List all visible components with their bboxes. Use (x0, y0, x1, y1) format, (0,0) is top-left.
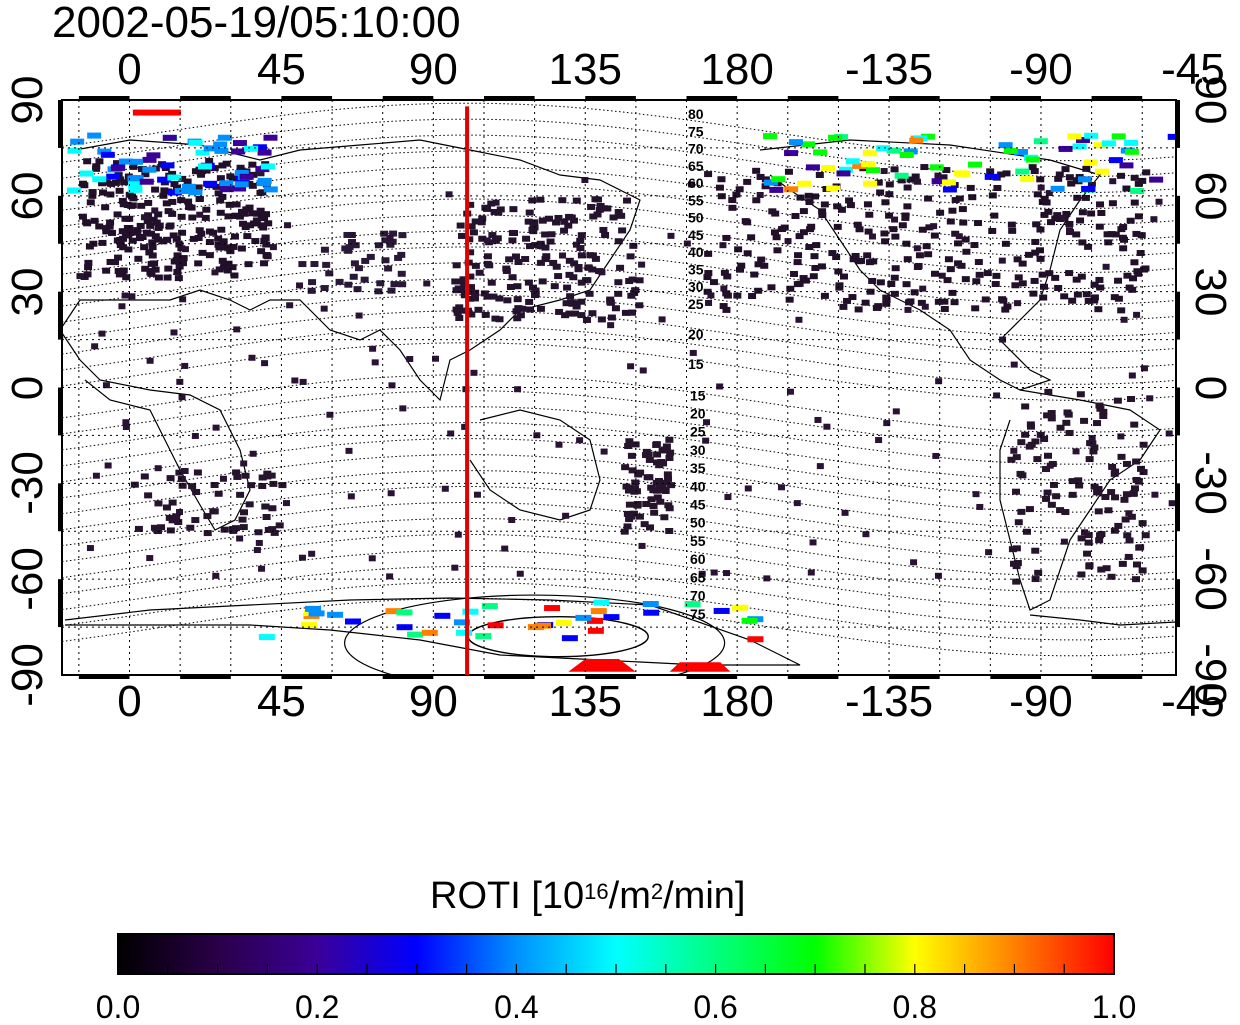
mlat-label-south: 65 (690, 569, 706, 585)
lon-tick-label: -135 (845, 677, 934, 726)
lon-tick-label: -90 (1009, 45, 1073, 94)
mlat-label-south: 20 (690, 405, 706, 421)
mlat-label-north: 75 (688, 123, 704, 139)
mlat-label-south: 30 (690, 442, 706, 458)
mlat-label-north: 35 (688, 261, 704, 277)
mlat-label-north: 15 (688, 356, 704, 372)
frame-tick-marks (58, 96, 1180, 679)
colorbar-tick-label: 0.4 (494, 989, 539, 1025)
mlat-label-north: 60 (688, 175, 704, 191)
lon-tick-label: 0 (117, 45, 142, 94)
mlat-label-south: 25 (690, 424, 706, 440)
mlat-label-south: 70 (690, 588, 706, 604)
mlat-label-north: 50 (688, 210, 704, 226)
lat-tick-label: -90 (3, 643, 52, 707)
colorbar-tick-label: 0.2 (294, 989, 340, 1025)
mlat-label-south: 40 (690, 478, 706, 494)
mlat-label-south: 15 (690, 387, 706, 403)
lat-tick-label: -90 (1186, 643, 1235, 707)
lon-tick-label: 180 (700, 45, 774, 94)
colorbar-tick-label: 0.0 (95, 989, 141, 1025)
mlat-label-north: 40 (688, 244, 704, 260)
lon-tick-label: 0 (117, 677, 142, 726)
colorbar-title: ROTI [1016/m2/min] (430, 875, 746, 917)
lon-tick-label: 90 (408, 677, 458, 726)
mlat-label-north: 20 (688, 326, 704, 342)
colorbar-ticks (167, 964, 1065, 974)
mlat-label-north: 70 (688, 141, 704, 157)
colorbar-tick-label: 1.0 (1091, 989, 1137, 1025)
lon-tick-label: 180 (700, 677, 774, 726)
mlat-label-south: 75 (690, 606, 706, 622)
lon-tick-label: -45 (1161, 677, 1225, 726)
mlat-label-south: 45 (690, 497, 706, 513)
mlat-label-north: 30 (688, 279, 704, 295)
mlat-label-north: 80 (688, 106, 704, 122)
lon-tick-label: -135 (845, 45, 934, 94)
lon-tick-label: 45 (256, 677, 306, 726)
mlat-label-north: 25 (688, 296, 704, 312)
colorbar-tick-label: 0.6 (693, 989, 738, 1025)
mlat-label-north: 45 (688, 227, 704, 243)
lon-tick-label: -90 (1009, 677, 1073, 726)
lon-tick-label: 135 (548, 677, 622, 726)
magnetic-latitude-contours (62, 102, 1176, 675)
lon-tick-label: 90 (408, 45, 458, 94)
colorbar-tick-label: 0.8 (892, 989, 938, 1025)
roti-data-patches (66, 109, 1176, 672)
map-title: 2002-05-19/05:10:00 (52, 0, 461, 47)
mlat-label-north: 55 (688, 192, 704, 208)
lon-tick-label: 45 (256, 45, 306, 94)
lon-tick-label: -45 (1161, 45, 1225, 94)
mlat-label-south: 60 (690, 551, 706, 567)
mlat-label-south: 55 (690, 533, 706, 549)
mlat-label-north: 65 (688, 158, 704, 174)
mlat-label-south: 50 (690, 515, 706, 531)
lon-tick-label: 135 (548, 45, 622, 94)
mlat-label-south: 35 (690, 460, 706, 476)
magnetic-latitude-labels: 8075706560555045403530252015152025303540… (688, 106, 706, 622)
